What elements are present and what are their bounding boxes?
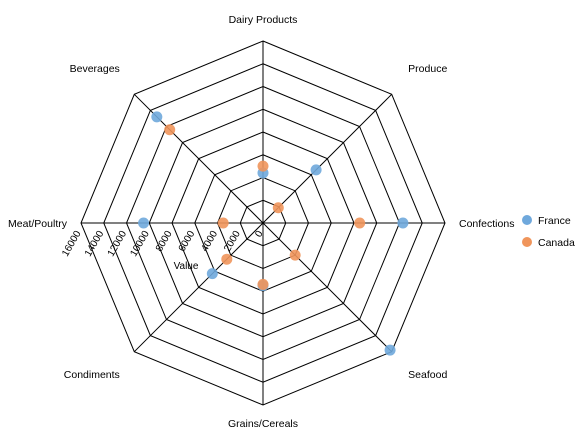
data-point[interactable]	[384, 344, 396, 356]
category-label: Grains/Cereals	[228, 418, 298, 430]
data-point[interactable]	[138, 217, 150, 229]
legend-label: France	[538, 215, 571, 227]
data-point[interactable]	[164, 124, 176, 136]
data-point[interactable]	[217, 217, 229, 229]
data-point[interactable]	[151, 111, 163, 123]
data-point[interactable]	[272, 202, 284, 214]
legend-marker	[522, 237, 532, 247]
category-label: Meat/Poultry	[8, 218, 68, 230]
tick-label: 14000	[83, 229, 107, 259]
category-label: Beverages	[70, 63, 120, 75]
category-label: Dairy Products	[229, 14, 298, 26]
data-point[interactable]	[397, 217, 409, 229]
data-point[interactable]	[289, 249, 301, 261]
spoke-line	[133, 222, 264, 353]
spoke-line	[262, 222, 393, 353]
spoke-line	[262, 93, 393, 224]
tick-label: 6000	[177, 229, 198, 254]
data-points	[138, 111, 409, 356]
tick-label: 8000	[154, 229, 175, 254]
data-point[interactable]	[257, 278, 269, 290]
category-label: Seafood	[408, 369, 447, 381]
data-point[interactable]	[257, 160, 269, 172]
data-point[interactable]	[354, 217, 366, 229]
radial-axis-title: Value	[174, 261, 199, 272]
tick-label: 0	[253, 229, 266, 240]
tick-label: 16000	[60, 229, 84, 259]
legend-label: Canada	[538, 237, 575, 249]
category-label: Produce	[408, 63, 447, 75]
category-labels: Dairy Products Produce Confections Seafood G…	[8, 14, 514, 430]
tick-label: 2000	[222, 229, 243, 254]
legend-marker	[522, 215, 532, 225]
legend: France Canada	[522, 215, 575, 249]
data-point[interactable]	[310, 164, 322, 176]
category-label: Condiments	[64, 369, 120, 381]
tick-label: 10000	[128, 229, 152, 259]
radar-spokes	[81, 41, 445, 405]
category-label: Confections	[459, 218, 514, 230]
tick-label: 12000	[106, 229, 130, 259]
tick-label: 4000	[199, 229, 220, 254]
data-point[interactable]	[221, 253, 233, 265]
data-point[interactable]	[206, 268, 218, 280]
